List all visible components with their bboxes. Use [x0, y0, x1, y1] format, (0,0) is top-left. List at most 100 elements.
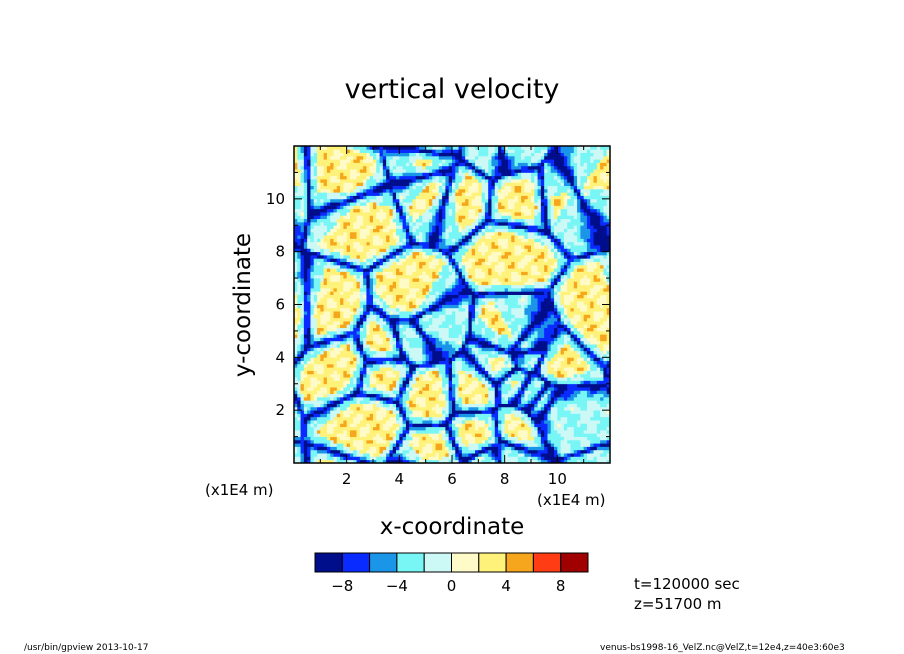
heatmap-cell [373, 291, 377, 295]
heatmap-cell [389, 162, 394, 167]
heatmap-cell [455, 363, 459, 368]
heatmap-cell [415, 225, 420, 229]
heatmap-cell [300, 149, 305, 153]
heatmap-cell [320, 188, 325, 193]
heatmap-cell [392, 175, 397, 180]
heatmap-cell [373, 340, 377, 345]
heatmap-cell [396, 347, 400, 352]
heatmap-cell [303, 377, 308, 381]
heatmap-cell [419, 169, 423, 173]
heatmap-cell [326, 155, 331, 160]
heatmap-cell [415, 426, 420, 431]
heatmap-cell [432, 446, 436, 451]
heatmap-cell [303, 357, 308, 362]
heatmap-cell [297, 327, 301, 332]
heatmap-cell [333, 367, 338, 371]
heatmap-cell [307, 390, 311, 395]
heatmap-cell [356, 420, 361, 424]
heatmap-cell [356, 363, 361, 368]
heatmap-cell [373, 453, 377, 457]
heatmap-cell [313, 238, 318, 243]
heatmap-cell [419, 390, 423, 395]
heatmap-cell [452, 301, 456, 305]
heatmap-cell [419, 413, 423, 418]
heatmap-cell [353, 278, 357, 282]
heatmap-cell [435, 360, 440, 365]
heatmap-cell [389, 334, 394, 338]
heatmap-cell [438, 152, 443, 157]
heatmap-cell [412, 294, 417, 299]
heatmap-cell [422, 152, 427, 157]
heatmap-cell [379, 321, 384, 325]
heatmap-cell [428, 307, 433, 312]
heatmap-cell [310, 254, 315, 259]
heatmap-cell [458, 423, 463, 428]
heatmap-cell [382, 304, 387, 309]
heatmap-cell [376, 169, 380, 173]
heatmap-cell [336, 172, 341, 177]
heatmap-cell [297, 221, 301, 226]
heatmap-cell [376, 321, 380, 325]
heatmap-cell [422, 317, 427, 322]
heatmap-cell [452, 360, 456, 365]
heatmap-cell [376, 274, 380, 279]
heatmap-cell [373, 406, 377, 411]
heatmap-cell [415, 169, 420, 173]
heatmap-cell [419, 254, 423, 259]
heatmap-cell [389, 449, 394, 454]
heatmap-cell [330, 400, 334, 404]
heatmap-cell [336, 413, 341, 418]
heatmap-cell [425, 363, 430, 368]
heatmap-cell [428, 459, 433, 463]
heatmap-cell [369, 314, 374, 319]
heatmap-cell [349, 377, 354, 381]
heatmap-cell [340, 439, 344, 444]
heatmap-cell [382, 245, 387, 249]
heatmap-cell [409, 218, 413, 223]
heatmap-cell [333, 317, 338, 322]
heatmap-cell [376, 182, 380, 187]
heatmap-cell [307, 340, 311, 345]
heatmap-cell [310, 149, 315, 153]
heatmap-cell [340, 271, 344, 276]
heatmap-cell [330, 284, 334, 289]
heatmap-cell [442, 245, 446, 249]
heatmap-cell [294, 215, 298, 220]
heatmap-cell [366, 456, 371, 461]
heatmap-cell [333, 205, 338, 210]
heatmap-cell [376, 377, 380, 381]
heatmap-cell [399, 159, 404, 163]
heatmap-cell [415, 278, 420, 282]
heatmap-cell [359, 426, 364, 431]
heatmap-cell [379, 383, 384, 388]
heatmap-cell [402, 459, 407, 463]
heatmap-cell [386, 165, 390, 170]
heatmap-cell [307, 231, 311, 236]
heatmap-cell [415, 172, 420, 177]
heatmap-cell [366, 459, 371, 463]
heatmap-cell [310, 231, 315, 236]
heatmap-cell [386, 380, 390, 385]
heatmap-cell [448, 165, 453, 170]
heatmap-cell [428, 155, 433, 160]
heatmap-cell [425, 192, 430, 196]
heatmap-cell [349, 317, 354, 322]
heatmap-cell [317, 294, 321, 299]
heatmap-cell [432, 146, 436, 150]
heatmap-cell [303, 294, 308, 299]
heatmap-cell [340, 274, 344, 279]
heatmap-cell [438, 241, 443, 246]
heatmap-cell [340, 416, 344, 421]
heatmap-cell [313, 436, 318, 441]
heatmap-cell [336, 179, 341, 183]
heatmap-cell [399, 321, 404, 325]
heatmap-cell [336, 354, 341, 358]
heatmap-cell [310, 416, 315, 421]
heatmap-cell [320, 367, 325, 371]
heatmap-cell [419, 380, 423, 385]
heatmap-cell [317, 165, 321, 170]
heatmap-cell [379, 241, 384, 246]
heatmap-cell [442, 261, 446, 266]
heatmap-cell [419, 360, 423, 365]
heatmap-cell [392, 278, 397, 282]
